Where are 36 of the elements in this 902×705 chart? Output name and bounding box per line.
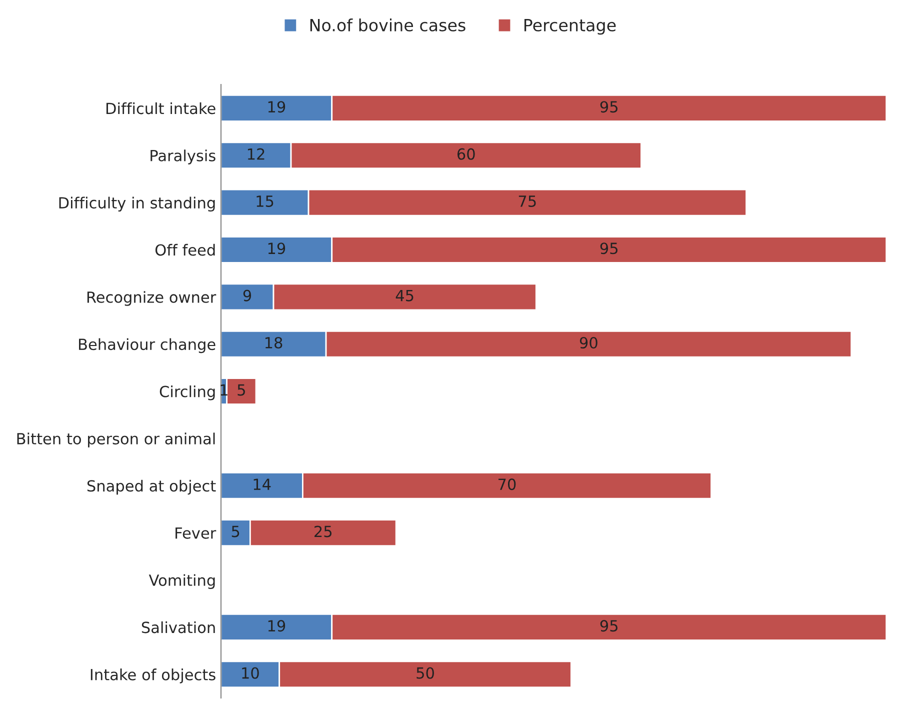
y-tick-label: Vomiting bbox=[148, 574, 215, 589]
y-tick-label: Bitten to person or animal bbox=[17, 432, 215, 448]
y-tick-label: Difficulty in standing bbox=[59, 196, 215, 212]
data-label: 75 bbox=[518, 196, 536, 207]
data-label: 95 bbox=[600, 101, 618, 113]
data-label: 95 bbox=[600, 620, 618, 632]
legend-label: No.of bovine cases bbox=[310, 18, 466, 32]
y-tick-label: Paralysis bbox=[150, 150, 216, 164]
data-label: 10 bbox=[242, 667, 259, 679]
y-tick-label: Difficult intake bbox=[106, 102, 216, 114]
data-label: 5 bbox=[238, 384, 245, 396]
data-label: 19 bbox=[268, 242, 286, 254]
data-label: 45 bbox=[396, 290, 414, 302]
data-label: 70 bbox=[498, 478, 516, 490]
data-label: 19 bbox=[268, 101, 286, 113]
data-label: 19 bbox=[268, 620, 286, 632]
data-label: 12 bbox=[248, 148, 264, 160]
data-label: 90 bbox=[580, 336, 598, 349]
y-tick-label: Circling bbox=[160, 385, 215, 400]
data-label: 50 bbox=[416, 667, 434, 679]
data-label: 15 bbox=[256, 196, 274, 207]
y-tick-label: Behaviour change bbox=[79, 338, 216, 354]
y-tick-label: Snaped at object bbox=[87, 480, 216, 495]
data-label: 18 bbox=[265, 336, 282, 349]
data-label: 95 bbox=[600, 242, 618, 254]
legend-label: Percentage bbox=[524, 19, 616, 35]
data-label: 5 bbox=[232, 526, 240, 538]
y-tick-label: Off feed bbox=[155, 244, 215, 256]
data-label: 60 bbox=[457, 148, 475, 160]
y-tick-label: Salivation bbox=[142, 621, 215, 634]
y-tick-label: Fever bbox=[176, 527, 216, 539]
y-tick-label: Intake of objects bbox=[90, 668, 216, 684]
data-label: 25 bbox=[314, 526, 332, 538]
y-tick-label: Recognize owner bbox=[87, 291, 216, 306]
data-label: 9 bbox=[243, 290, 252, 302]
data-label: 14 bbox=[254, 478, 271, 490]
